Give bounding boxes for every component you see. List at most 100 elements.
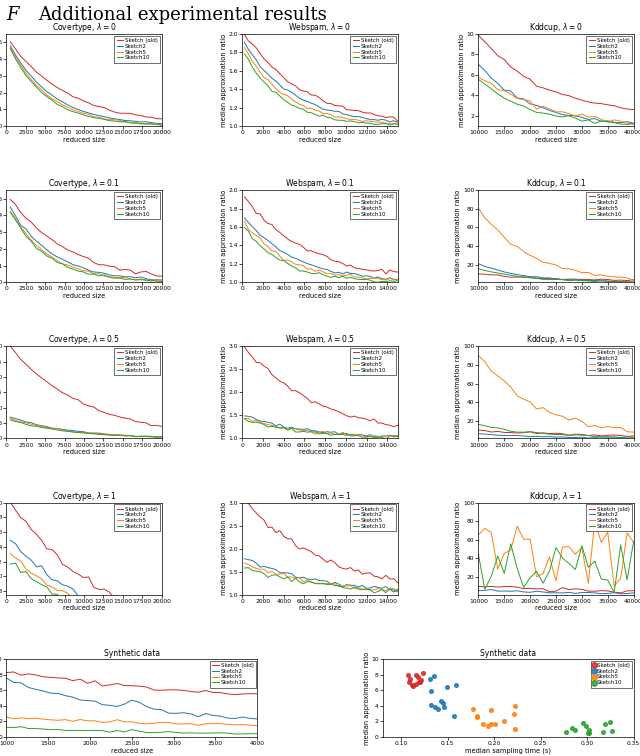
Sketch2 bbox=[137, 615, 145, 624]
X-axis label: reduced size: reduced size bbox=[111, 748, 153, 754]
Sketch (old) bbox=[597, 99, 605, 108]
Sketch5 bbox=[617, 116, 625, 125]
Sketch5 bbox=[591, 517, 598, 526]
Sketch (old) bbox=[28, 62, 35, 71]
Sketch (old) bbox=[403, 669, 413, 681]
Sketch (old) bbox=[407, 680, 417, 692]
Sketch10 bbox=[6, 208, 14, 217]
Sketch (old) bbox=[303, 87, 311, 96]
Line: Sketch (old): Sketch (old) bbox=[10, 200, 162, 276]
Sketch2 bbox=[323, 106, 331, 115]
Sketch5 bbox=[351, 115, 358, 124]
Sketch5 bbox=[256, 565, 264, 574]
Sketch (old) bbox=[382, 269, 390, 278]
Sketch5 bbox=[43, 249, 51, 259]
Sketch10 bbox=[355, 431, 362, 440]
Y-axis label: median approximation ratio: median approximation ratio bbox=[456, 190, 461, 283]
Line: Sketch5: Sketch5 bbox=[478, 522, 634, 586]
Sketch2 bbox=[59, 580, 67, 589]
Sketch5 bbox=[559, 543, 566, 552]
Sketch5 bbox=[158, 432, 166, 442]
Sketch10 bbox=[54, 725, 62, 734]
Sketch (old) bbox=[343, 262, 351, 271]
Sketch10 bbox=[136, 727, 143, 736]
Sketch2 bbox=[43, 87, 51, 96]
Sketch2 bbox=[3, 674, 10, 683]
Sketch (old) bbox=[137, 601, 145, 610]
Sketch2 bbox=[311, 426, 319, 435]
Sketch5 bbox=[494, 371, 502, 380]
Sketch2 bbox=[513, 94, 521, 103]
Sketch10 bbox=[358, 584, 366, 593]
Sketch (old) bbox=[64, 390, 72, 399]
Sketch (old) bbox=[296, 85, 303, 94]
Sketch5 bbox=[520, 395, 527, 404]
Sketch5 bbox=[38, 245, 45, 254]
Sketch10 bbox=[552, 430, 560, 439]
Sketch (old) bbox=[244, 36, 252, 45]
Sketch2 bbox=[623, 589, 631, 598]
Sketch (old) bbox=[520, 272, 527, 281]
Sketch2 bbox=[90, 593, 98, 603]
Sketch (old) bbox=[339, 259, 346, 268]
Sketch2 bbox=[111, 114, 118, 123]
X-axis label: reduced size: reduced size bbox=[63, 606, 105, 612]
Sketch2 bbox=[362, 271, 370, 280]
Sketch10 bbox=[147, 432, 155, 441]
Sketch5 bbox=[307, 265, 315, 274]
Sketch5 bbox=[520, 95, 527, 104]
Sketch10 bbox=[474, 420, 482, 429]
Sketch10 bbox=[347, 584, 355, 593]
Sketch10 bbox=[347, 116, 355, 125]
Sketch (old) bbox=[158, 615, 166, 624]
Title: Kddcup, $\lambda = 0.1$: Kddcup, $\lambda = 0.1$ bbox=[525, 177, 586, 191]
Sketch5 bbox=[323, 579, 331, 588]
Sketch10 bbox=[17, 722, 25, 731]
Sketch2 bbox=[280, 248, 287, 257]
Sketch (old) bbox=[546, 274, 554, 284]
Sketch2 bbox=[152, 432, 160, 442]
Sketch5 bbox=[382, 119, 390, 128]
Sketch (old) bbox=[111, 107, 118, 116]
Sketch5 bbox=[303, 575, 311, 584]
Sketch5 bbox=[623, 274, 631, 283]
Sketch (old) bbox=[113, 679, 121, 688]
Sketch2 bbox=[106, 701, 113, 710]
Sketch5 bbox=[355, 272, 362, 281]
Sketch5 bbox=[472, 710, 483, 722]
Sketch5 bbox=[187, 719, 195, 728]
Sketch2 bbox=[494, 265, 502, 274]
Sketch (old) bbox=[48, 381, 56, 390]
Sketch (old) bbox=[239, 689, 246, 699]
Sketch10 bbox=[311, 110, 319, 119]
Sketch2 bbox=[17, 416, 24, 425]
Sketch10 bbox=[100, 271, 108, 280]
Sketch10 bbox=[323, 271, 331, 280]
Sketch (old) bbox=[252, 209, 260, 218]
Sketch5 bbox=[28, 75, 35, 84]
Line: Sketch (old): Sketch (old) bbox=[10, 502, 162, 619]
Sketch10 bbox=[630, 433, 637, 442]
Sketch2 bbox=[630, 119, 637, 128]
Sketch10 bbox=[507, 539, 515, 548]
Sketch10 bbox=[351, 117, 358, 126]
Sketch (old) bbox=[411, 677, 421, 689]
Sketch (old) bbox=[33, 67, 40, 76]
Sketch5 bbox=[79, 109, 87, 118]
Sketch10 bbox=[390, 277, 397, 286]
Sketch2 bbox=[597, 276, 605, 285]
Sketch2 bbox=[284, 569, 291, 578]
Sketch (old) bbox=[43, 76, 51, 85]
Sketch10 bbox=[252, 567, 260, 576]
Sketch10 bbox=[90, 270, 98, 279]
Sketch2 bbox=[343, 580, 351, 589]
Sketch2 bbox=[526, 99, 534, 108]
Sketch5 bbox=[69, 593, 77, 603]
Sketch5 bbox=[22, 418, 30, 427]
Sketch (old) bbox=[296, 389, 303, 398]
Sketch10 bbox=[526, 573, 534, 582]
Sketch (old) bbox=[316, 399, 323, 408]
Sketch10 bbox=[292, 101, 300, 110]
Sketch (old) bbox=[565, 585, 573, 594]
Sketch2 bbox=[382, 582, 390, 591]
